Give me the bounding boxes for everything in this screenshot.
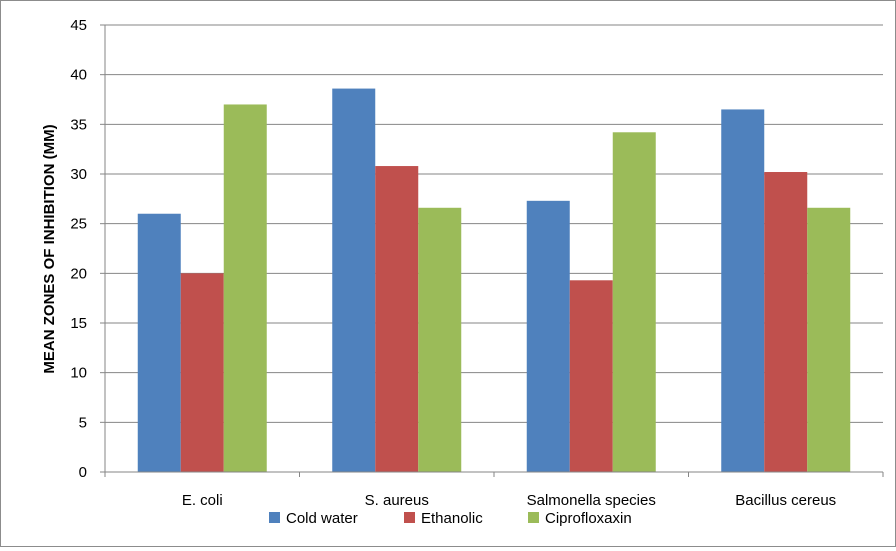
y-tick-label: 5 [79, 414, 87, 431]
y-tick-label: 25 [70, 216, 87, 233]
y-tick-label: 40 [70, 67, 87, 84]
x-category-label: E. coli [182, 492, 223, 509]
x-category-labels: E. coli S. aureus Salmonella species Bacill… [182, 492, 836, 509]
bar-cold-water [332, 88, 376, 472]
legend-swatch [528, 512, 539, 523]
bar-ciprofloxaxin [223, 104, 267, 472]
x-category-label: S. aureus [365, 492, 429, 509]
bar-ethanolic [764, 172, 808, 472]
x-category-label: Bacillus cereus [735, 492, 836, 509]
legend-label: Ciprofloxaxin [545, 510, 632, 527]
y-tick-label: 15 [70, 315, 87, 332]
legend: Cold water Ethanolic Ciprofloxaxin [269, 510, 632, 527]
y-tick-labels: 0 5 10 15 20 25 30 35 40 45 [70, 17, 87, 481]
bar-cold-water [137, 213, 181, 472]
bar-ethanolic [180, 273, 224, 472]
bar-ciprofloxaxin [612, 132, 656, 472]
y-tick-label: 30 [70, 166, 87, 183]
legend-swatch [269, 512, 280, 523]
legend-label: Cold water [286, 510, 358, 527]
bar-cold-water [721, 109, 765, 472]
y-tick-label: 0 [79, 464, 87, 481]
bars [137, 88, 851, 473]
legend-swatch [404, 512, 415, 523]
bar-ethanolic [569, 280, 613, 472]
y-axis-title: MEAN ZONES OF INHIBITION (MM) [41, 124, 58, 373]
axes [104, 25, 883, 473]
x-category-label: Salmonella species [527, 492, 656, 509]
bar-ciprofloxaxin [418, 207, 462, 473]
y-tick-label: 10 [70, 365, 87, 382]
y-tick-label: 45 [70, 17, 87, 34]
bar-ethanolic [375, 166, 419, 472]
bar-ciprofloxaxin [807, 207, 851, 473]
y-tick-label: 35 [70, 116, 87, 133]
legend-label: Ethanolic [421, 510, 483, 527]
y-tick-label: 20 [70, 265, 87, 282]
bar-cold-water [526, 200, 570, 472]
